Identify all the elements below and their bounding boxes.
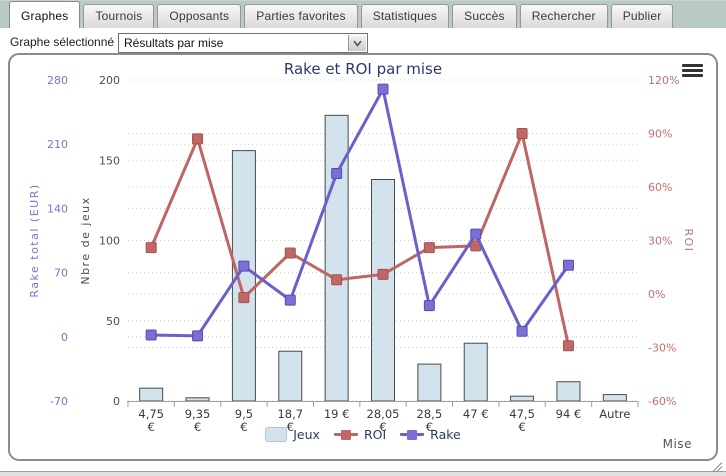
graph-selector-row: Graphe sélectionné : Résultats par mise xyxy=(0,28,726,53)
window-bottom-strip xyxy=(0,472,726,476)
chart-legend: Jeux ROI Rake xyxy=(10,427,716,442)
svg-text:70: 70 xyxy=(54,267,68,280)
x-axis-title: Mise xyxy=(662,437,692,451)
svg-text:-60%: -60% xyxy=(648,395,676,408)
data-point xyxy=(192,133,204,145)
svg-text:0%: 0% xyxy=(648,288,665,301)
bar xyxy=(463,342,488,402)
x-tick-label: 9,35 € xyxy=(185,407,211,434)
x-tick-label: 47,5 € xyxy=(509,407,535,434)
svg-text:0: 0 xyxy=(61,331,68,344)
svg-text:140: 140 xyxy=(47,202,68,215)
data-point xyxy=(238,260,250,272)
data-point xyxy=(192,330,204,342)
bar xyxy=(602,394,627,402)
data-point xyxy=(562,340,574,352)
legend-swatch-roi xyxy=(333,429,358,440)
tab-graphes[interactable]: Graphes xyxy=(9,1,81,28)
x-axis xyxy=(127,401,639,407)
data-point xyxy=(331,168,343,180)
data-point xyxy=(516,325,528,337)
svg-text:120%: 120% xyxy=(648,74,679,87)
graph-select-value: Résultats par mise xyxy=(124,36,224,50)
tab-opposants[interactable]: Opposants xyxy=(157,4,242,28)
svg-text:ROI: ROI xyxy=(682,228,695,252)
legend-swatch-jeux xyxy=(265,427,288,442)
data-point xyxy=(145,242,157,254)
data-point xyxy=(377,83,389,95)
bar xyxy=(417,363,442,402)
svg-text:200: 200 xyxy=(99,74,120,87)
legend-label-rake: Rake xyxy=(430,427,461,442)
window-bottom-border xyxy=(0,471,726,472)
legend-item-jeux[interactable]: Jeux xyxy=(265,427,320,442)
data-point xyxy=(423,242,435,254)
x-tick-label: 28,5 € xyxy=(417,407,443,434)
svg-text:Nbre de jeux: Nbre de jeux xyxy=(79,196,92,284)
data-point xyxy=(562,259,574,271)
data-point xyxy=(284,247,296,259)
bar xyxy=(556,381,581,402)
data-point xyxy=(516,128,528,139)
legend-item-roi[interactable]: ROI xyxy=(333,427,387,442)
svg-text:30%: 30% xyxy=(648,235,672,248)
x-tick-label: 94 € xyxy=(556,407,582,421)
data-point xyxy=(331,274,343,286)
tab-succes[interactable]: Succès xyxy=(452,4,517,28)
data-point xyxy=(423,300,435,312)
svg-text:0: 0 xyxy=(113,395,120,408)
x-tick-label: 18,7 € xyxy=(277,407,303,434)
data-point xyxy=(377,268,389,280)
chart-title: Rake et ROI par mise xyxy=(283,60,443,78)
svg-text:60%: 60% xyxy=(648,181,672,194)
axis-labels: 280 210 140 70 0 -70 200 150 100 50 0 120% 90% 60% 30%… xyxy=(28,74,695,434)
x-tick-label: 28,05 € xyxy=(367,407,400,434)
bar xyxy=(278,350,303,402)
x-tick-label: 9,5 € xyxy=(235,407,253,434)
svg-text:-30%: -30% xyxy=(648,342,676,355)
bar xyxy=(139,387,164,402)
tab-tournois[interactable]: Tournois xyxy=(83,4,155,28)
chart-plot: 280 210 140 70 0 -70 200 150 100 50 0 120% 90% 60% 30%… xyxy=(28,74,695,434)
svg-text:50: 50 xyxy=(106,315,120,328)
data-point xyxy=(470,228,482,240)
x-tick-label: 19 € xyxy=(324,407,350,421)
legend-swatch-rake xyxy=(400,429,425,440)
data-point xyxy=(145,329,157,341)
bar xyxy=(510,395,535,402)
roi-line xyxy=(145,128,574,352)
x-tick-label: 4,75 € xyxy=(138,407,164,434)
resize-grip-icon[interactable] xyxy=(709,462,722,472)
tab-publier[interactable]: Publier xyxy=(610,4,674,28)
svg-text:90%: 90% xyxy=(648,128,672,141)
svg-text:150: 150 xyxy=(99,154,120,167)
graph-select-label: Graphe sélectionné : xyxy=(10,35,121,49)
legend-label-roi: ROI xyxy=(363,427,387,442)
tab-rechercher[interactable]: Rechercher xyxy=(519,4,608,28)
rake-line xyxy=(145,83,574,342)
svg-text:280: 280 xyxy=(47,74,68,87)
graph-select[interactable]: Résultats par mise xyxy=(118,33,368,53)
chart-container: Rake et ROI par mise 280 210 140 70 0 -70 200 1… xyxy=(8,53,718,461)
dropdown-arrow-icon[interactable] xyxy=(348,35,366,51)
bar xyxy=(371,179,395,402)
svg-text:-70: -70 xyxy=(50,395,68,408)
svg-text:100: 100 xyxy=(99,235,120,248)
data-point xyxy=(238,292,250,304)
svg-text:210: 210 xyxy=(47,138,68,151)
tab-bar: Graphes Tournois Opposants Parties favor… xyxy=(0,0,726,28)
legend-label-jeux: Jeux xyxy=(293,427,320,442)
legend-item-rake[interactable]: Rake xyxy=(400,427,461,442)
svg-text:Rake total (EUR): Rake total (EUR) xyxy=(28,183,41,297)
jeux-bars xyxy=(139,114,627,402)
tab-statistiques[interactable]: Statistiques xyxy=(360,4,450,28)
x-tick-label: Autre xyxy=(599,407,630,421)
tab-parties-favorites[interactable]: Parties favorites xyxy=(244,4,358,28)
hamburger-menu-icon[interactable] xyxy=(682,64,703,78)
x-tick-label: 47 € xyxy=(463,407,489,421)
bar xyxy=(185,397,210,402)
data-point xyxy=(284,294,296,306)
